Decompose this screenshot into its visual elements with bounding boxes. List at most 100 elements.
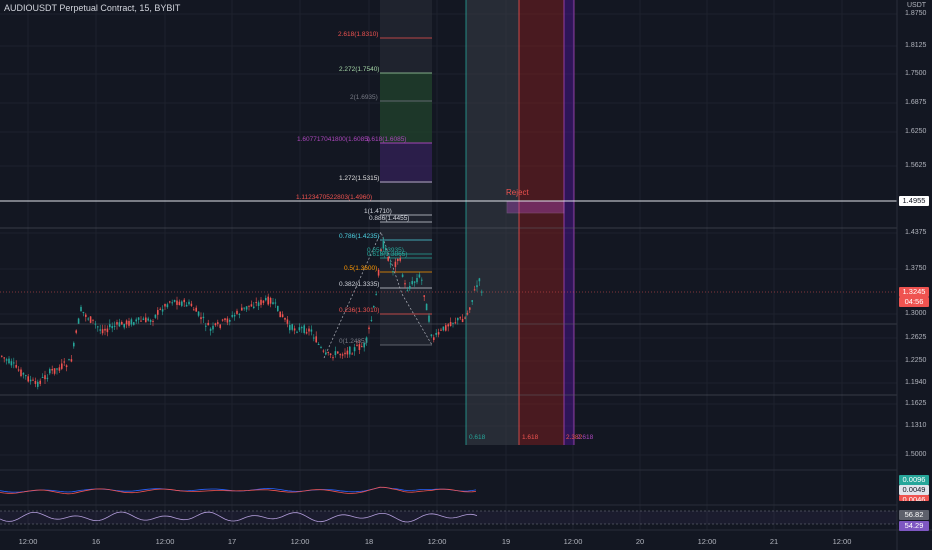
candle-body	[233, 314, 236, 317]
candle-body	[164, 304, 166, 307]
candle-body	[325, 352, 327, 355]
fib-label: 2.618(1.8310)	[338, 31, 379, 38]
candle-body	[418, 274, 421, 278]
candle-body	[248, 305, 250, 307]
candle-body	[80, 306, 82, 312]
candle-body	[370, 319, 373, 321]
candle-body	[89, 316, 92, 323]
candle-body	[279, 311, 281, 318]
price-tick: 1.3750	[905, 265, 927, 272]
candle-body	[250, 304, 253, 307]
candle-body	[183, 299, 185, 303]
fib-zone-purple	[380, 143, 432, 183]
candle-body	[332, 357, 334, 359]
candle-body	[171, 302, 173, 304]
candle-body	[344, 352, 346, 355]
fib-label: 0.5(1.3600)	[344, 265, 378, 272]
candle-body	[404, 283, 406, 285]
candle-body	[471, 300, 473, 302]
candle-body	[457, 317, 459, 321]
candle-body	[20, 369, 22, 377]
projection-zone-purple	[564, 0, 574, 445]
signal-line	[0, 486, 477, 495]
candle-body	[229, 319, 231, 322]
fib-label: 1.272(1.5315)	[339, 175, 380, 182]
fib-zone-green	[380, 73, 432, 143]
candle-body	[440, 329, 442, 331]
chart-grid	[0, 0, 897, 530]
projection-zone-gray	[466, 0, 519, 445]
candle-body	[262, 300, 265, 303]
candle-body	[94, 323, 97, 325]
candle-body	[447, 324, 449, 327]
candle-body	[303, 325, 305, 333]
time-tick: 12:00	[155, 537, 175, 546]
candle-body	[413, 281, 416, 283]
candle-body	[77, 318, 80, 324]
candle-body	[315, 336, 317, 343]
candle-body	[308, 328, 310, 332]
candle-body	[361, 346, 363, 348]
candle-body	[13, 362, 15, 364]
fib-label: 0.382(1.3335)	[339, 281, 380, 288]
candle-body	[377, 269, 380, 276]
time-tick: 16	[91, 537, 101, 546]
candle-body	[147, 318, 149, 321]
candle-body	[118, 322, 121, 327]
candle-body	[411, 281, 413, 285]
time-tick: 12:00	[18, 537, 38, 546]
candle-body	[190, 303, 193, 306]
candle-body	[109, 324, 111, 328]
candle-body	[46, 377, 49, 379]
candle-body	[58, 367, 61, 371]
candle-body	[82, 311, 85, 313]
candle-body	[397, 258, 399, 261]
time-tick: 12:00	[290, 537, 310, 546]
candle-body	[305, 332, 308, 334]
candle-body	[25, 375, 27, 377]
candle-body	[159, 308, 161, 310]
reject-label: Reject	[506, 188, 529, 197]
candle-body	[257, 302, 260, 306]
fib-label: 0.65(1.3935)	[367, 247, 404, 254]
candle-body	[202, 316, 205, 319]
candle-body	[238, 313, 241, 315]
fib-label: 1(1.4710)	[364, 208, 392, 215]
candle-body	[423, 295, 425, 297]
candle-body	[449, 322, 452, 327]
candle-body	[329, 353, 332, 355]
candle-body	[421, 279, 423, 281]
candle-body	[236, 310, 238, 314]
price-tick: 1.7500	[905, 70, 927, 77]
candle-body	[437, 332, 440, 335]
reject-box[interactable]	[506, 200, 565, 214]
candle-body	[1, 355, 3, 357]
candle-body	[389, 263, 392, 265]
rsi-pane	[0, 510, 897, 525]
candle-body	[49, 369, 51, 374]
last-price-badge: 1.3245	[899, 287, 929, 297]
candle-body	[380, 249, 382, 251]
candle-body	[298, 327, 301, 331]
candle-body	[478, 278, 481, 282]
candle-body	[34, 381, 37, 384]
rsi-badge-1: 56.82	[899, 510, 929, 520]
candle-body	[267, 296, 269, 305]
candle-body	[334, 351, 337, 356]
crosshair-price-badge: 1.4955	[899, 196, 929, 206]
macd-badge-1: 0.0096	[899, 475, 929, 485]
candle-body	[130, 319, 133, 325]
candle-body	[145, 317, 147, 323]
candle-body	[284, 317, 286, 320]
candle-body	[428, 315, 430, 322]
candle-body	[17, 369, 20, 371]
candle-body	[51, 369, 53, 371]
candle-body	[358, 344, 361, 351]
price-tick: 1.8750	[905, 10, 927, 17]
candle-body	[224, 318, 226, 321]
candle-body	[219, 324, 221, 328]
candle-body	[277, 305, 279, 312]
candle-body	[10, 361, 13, 366]
rsi-line	[0, 511, 478, 523]
